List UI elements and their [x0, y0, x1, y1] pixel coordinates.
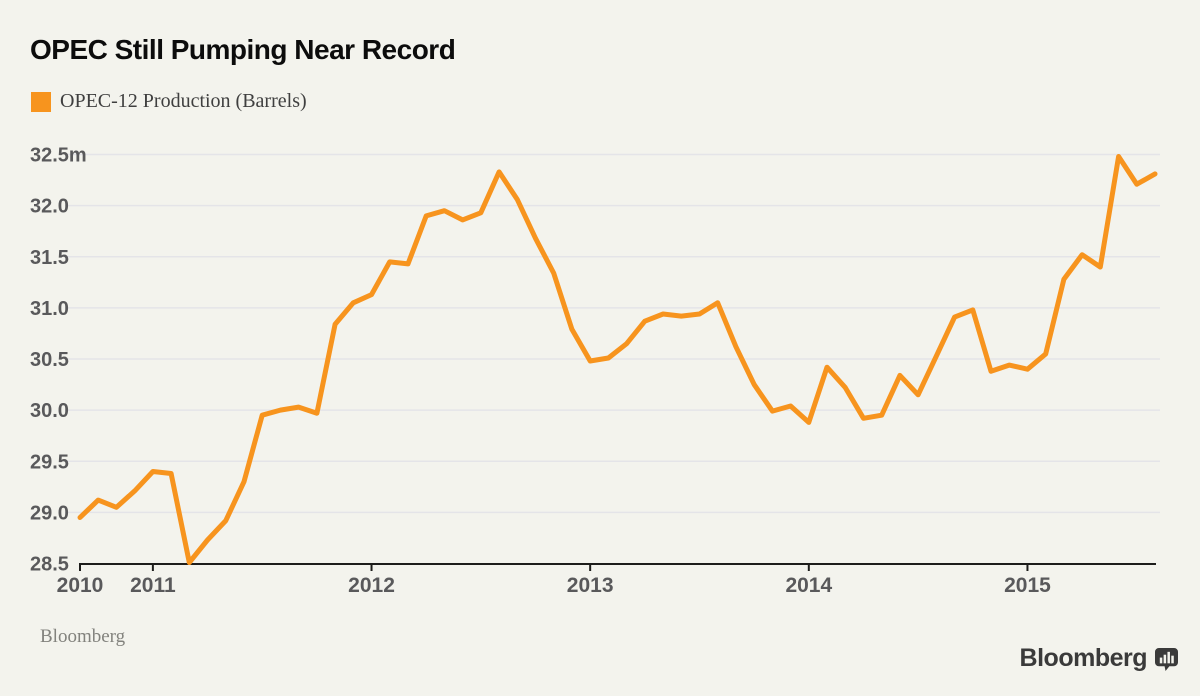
y-tick-label: 31.0 — [30, 298, 69, 320]
x-tick-label: 2012 — [348, 574, 395, 597]
y-tick-label: 31.5 — [30, 247, 69, 269]
bloomberg-brand: Bloomberg — [1020, 644, 1178, 673]
bloomberg-chart-bubble-icon — [1155, 648, 1178, 671]
legend-label: OPEC-12 Production (Barrels) — [60, 90, 307, 112]
x-axis — [79, 563, 1156, 571]
bloomberg-logo-text: Bloomberg — [1019, 644, 1148, 672]
gridlines — [65, 153, 1160, 514]
y-tick-label: 32.0 — [30, 196, 69, 218]
x-tick-label: 2015 — [1004, 574, 1051, 597]
y-tick-label: 29.0 — [30, 502, 69, 524]
y-axis-labels: 32.5m 32.0 31.5 31.0 30.5 30.0 29.5 29.0 28.5 — [30, 145, 87, 576]
production-line — [77, 154, 1158, 565]
source-note: Bloomberg — [40, 626, 126, 647]
y-tick-label: 30.0 — [30, 400, 69, 422]
chart-title: OPEC Still Pumping Near Record — [30, 34, 456, 65]
y-tick-label: 29.5 — [30, 451, 69, 473]
x-tick-label: 2010 — [57, 574, 104, 597]
legend: OPEC-12 Production (Barrels) — [31, 90, 307, 113]
legend-swatch — [31, 91, 51, 112]
x-tick-label: 2014 — [785, 574, 832, 597]
x-axis-labels: 2010 2011 2012 2013 2014 2015 — [57, 574, 1051, 597]
y-tick-label: 30.5 — [30, 349, 69, 371]
y-tick-label: 32.5m — [30, 145, 87, 167]
x-tick-label: 2013 — [567, 574, 614, 597]
x-tick-label: 2011 — [130, 574, 176, 597]
y-tick-label: 28.5 — [30, 554, 69, 576]
